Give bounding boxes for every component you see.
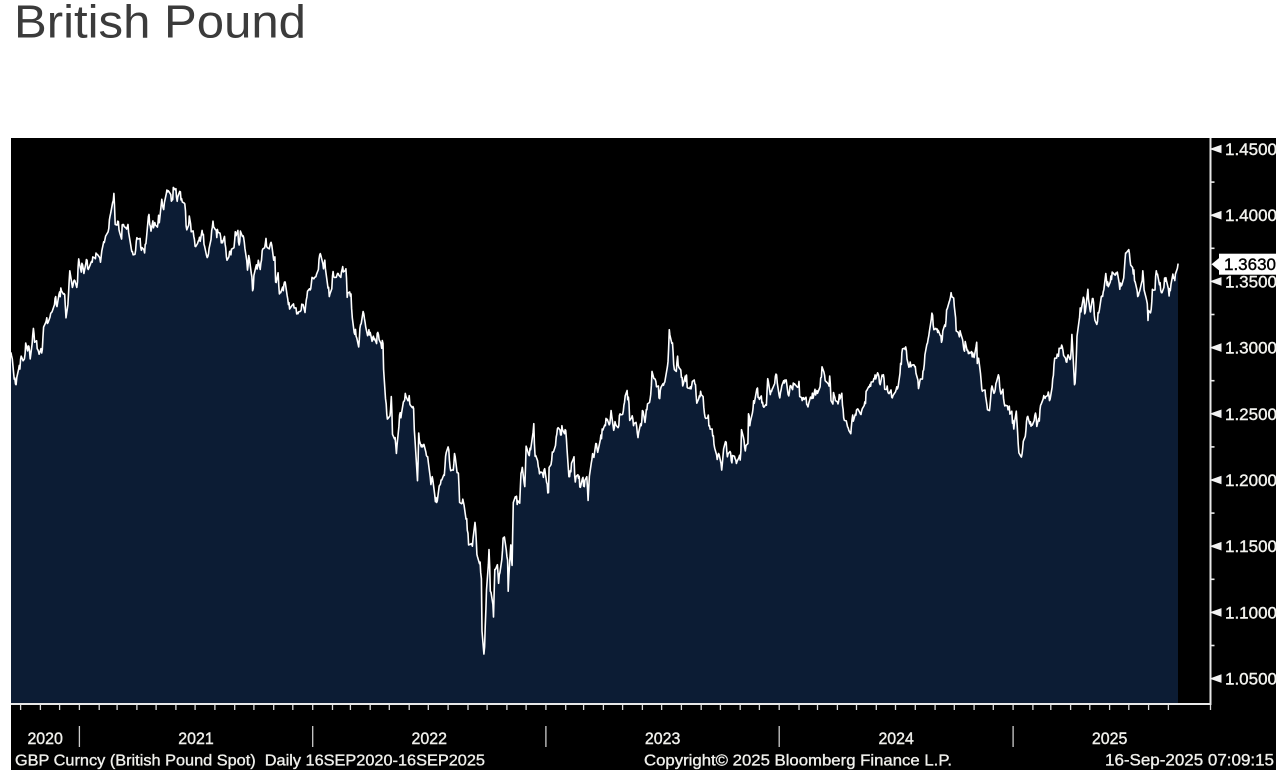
svg-text:2022: 2022 bbox=[412, 729, 448, 748]
svg-text:1.4000: 1.4000 bbox=[1225, 206, 1277, 225]
svg-text:1.2000: 1.2000 bbox=[1225, 471, 1277, 490]
svg-text:GBP Curncy (British Pound Spot: GBP Curncy (British Pound Spot) Daily 16… bbox=[15, 753, 485, 770]
svg-text:2021: 2021 bbox=[178, 729, 214, 748]
svg-text:16-Sep-2025 07:09:15: 16-Sep-2025 07:09:15 bbox=[1105, 752, 1274, 770]
svg-text:1.3630: 1.3630 bbox=[1224, 255, 1276, 274]
svg-text:1.1500: 1.1500 bbox=[1225, 537, 1277, 556]
svg-text:1.4500: 1.4500 bbox=[1225, 140, 1277, 159]
svg-text:1.2500: 1.2500 bbox=[1225, 405, 1277, 424]
svg-text:2025: 2025 bbox=[1092, 729, 1128, 748]
svg-text:1.1000: 1.1000 bbox=[1225, 603, 1277, 622]
svg-text:Copyright© 2025 Bloomberg Fina: Copyright© 2025 Bloomberg Finance L.P. bbox=[644, 753, 952, 770]
svg-text:2020: 2020 bbox=[27, 729, 63, 748]
svg-text:2023: 2023 bbox=[645, 729, 681, 748]
svg-text:1.0500: 1.0500 bbox=[1225, 670, 1277, 689]
svg-text:British Pound: British Pound bbox=[14, 0, 306, 48]
svg-text:1.3500: 1.3500 bbox=[1225, 272, 1277, 291]
svg-text:2024: 2024 bbox=[878, 729, 914, 748]
svg-text:1.3000: 1.3000 bbox=[1225, 339, 1277, 358]
